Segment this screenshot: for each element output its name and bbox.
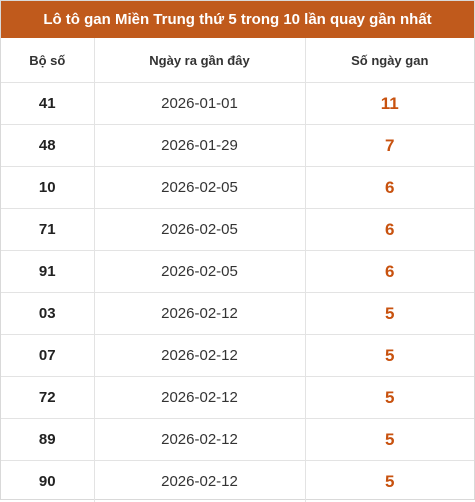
gan-table: Bộ số Ngày ra gần đây Số ngày gan 41 202…: [1, 38, 474, 502]
table-row: 10 2026-02-05 6: [1, 167, 474, 209]
lotto-number: 48: [1, 125, 94, 167]
last-seen-date: 2026-02-05: [94, 167, 305, 209]
table-row: 91 2026-02-05 6: [1, 251, 474, 293]
gan-days: 5: [305, 461, 474, 502]
table-header-row: Bộ số Ngày ra gần đây Số ngày gan: [1, 38, 474, 83]
lotto-number: 10: [1, 167, 94, 209]
gan-days: 6: [305, 167, 474, 209]
gan-days: 7: [305, 125, 474, 167]
table-row: 72 2026-02-12 5: [1, 377, 474, 419]
panel-title: Lô tô gan Miền Trung thứ 5 trong 10 lần …: [1, 1, 474, 38]
lotto-number: 89: [1, 419, 94, 461]
table-row: 71 2026-02-05 6: [1, 209, 474, 251]
last-seen-date: 2026-02-05: [94, 209, 305, 251]
gan-days: 5: [305, 293, 474, 335]
lotto-number: 91: [1, 251, 94, 293]
lotto-number: 90: [1, 461, 94, 502]
lotto-number: 03: [1, 293, 94, 335]
gan-days: 5: [305, 377, 474, 419]
table-row: 07 2026-02-12 5: [1, 335, 474, 377]
gan-days: 11: [305, 83, 474, 125]
lotto-number: 07: [1, 335, 94, 377]
gan-days: 6: [305, 209, 474, 251]
table-row: 48 2026-01-29 7: [1, 125, 474, 167]
last-seen-date: 2026-02-12: [94, 293, 305, 335]
lotto-number: 71: [1, 209, 94, 251]
lotto-number: 72: [1, 377, 94, 419]
column-header-number: Bộ số: [1, 38, 94, 83]
column-header-date: Ngày ra gần đây: [94, 38, 305, 83]
gan-days: 5: [305, 419, 474, 461]
lotto-number: 41: [1, 83, 94, 125]
table-row: 89 2026-02-12 5: [1, 419, 474, 461]
last-seen-date: 2026-01-29: [94, 125, 305, 167]
column-header-days: Số ngày gan: [305, 38, 474, 83]
last-seen-date: 2026-02-05: [94, 251, 305, 293]
last-seen-date: 2026-02-12: [94, 461, 305, 502]
last-seen-date: 2026-02-12: [94, 335, 305, 377]
table-row: 90 2026-02-12 5: [1, 461, 474, 502]
table-row: 03 2026-02-12 5: [1, 293, 474, 335]
last-seen-date: 2026-02-12: [94, 419, 305, 461]
table-row: 41 2026-01-01 11: [1, 83, 474, 125]
last-seen-date: 2026-01-01: [94, 83, 305, 125]
gan-days: 5: [305, 335, 474, 377]
last-seen-date: 2026-02-12: [94, 377, 305, 419]
gan-days: 6: [305, 251, 474, 293]
